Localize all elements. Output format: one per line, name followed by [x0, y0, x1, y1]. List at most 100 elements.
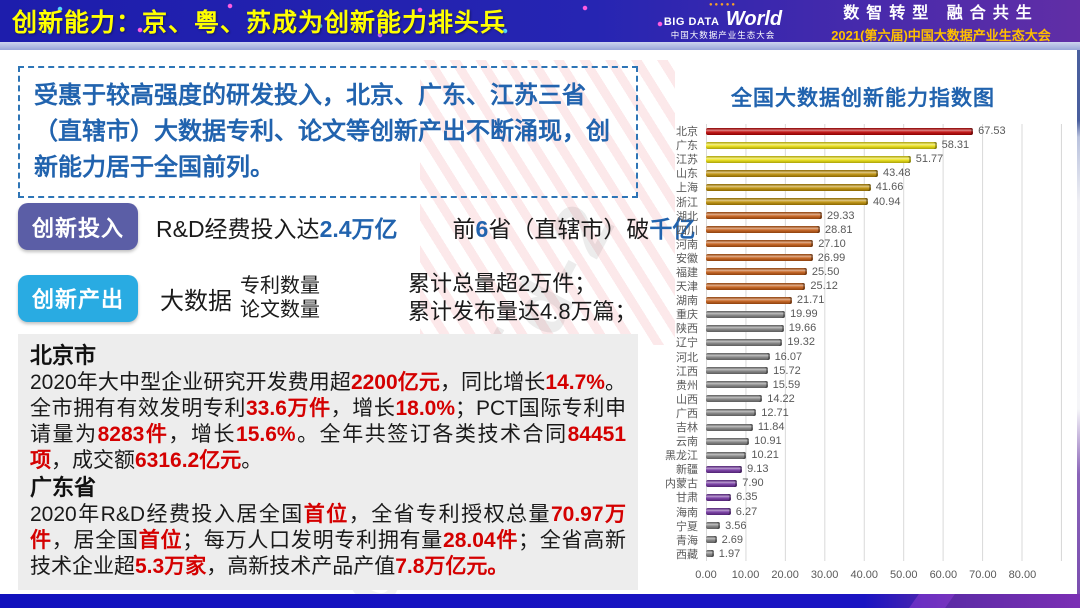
text-segment: ，居全国 [51, 529, 139, 552]
output-prefix: 大数据 [160, 287, 232, 315]
chart-category-label: 湖南 [676, 295, 698, 308]
chart-row: 湖北 29.33 [656, 209, 1070, 223]
right-edge-strip [1077, 50, 1080, 594]
chart-bar-track: 10.91 [706, 435, 1062, 447]
innovation-index-chart: 全国大数据创新能力指数图 北京 67.53 广东 58.31 江苏 51.77 山东 43.4… [656, 82, 1070, 585]
chart-bar [706, 183, 871, 191]
chart-bar-track: 40.94 [706, 196, 1062, 208]
chart-bar [706, 367, 769, 375]
chart-x-tick-label: 50.00 [890, 568, 918, 581]
chart-bar [706, 338, 783, 346]
chart-bar [706, 169, 878, 177]
chart-row: 广东 58.31 [656, 138, 1070, 152]
chart-category-label: 福建 [676, 266, 698, 279]
chart-row: 广西 12.71 [656, 406, 1070, 420]
chart-bar-track: 21.71 [706, 294, 1062, 306]
chart-bar-track: 16.07 [706, 351, 1062, 363]
chart-bar [706, 268, 807, 276]
chart-row: 四川 28.81 [656, 223, 1070, 237]
chart-row: 安徽 26.99 [656, 251, 1070, 265]
chart-bar [706, 423, 753, 431]
chart-bar-track: 41.66 [706, 181, 1062, 193]
chart-row: 黑龙江 10.21 [656, 448, 1070, 462]
chart-row: 新疆 9.13 [656, 462, 1070, 476]
chart-value-label: 40.94 [872, 195, 901, 208]
chart-bar [706, 437, 750, 445]
highlight-value: 2.4万亿 [319, 215, 398, 242]
chart-row: 江西 15.72 [656, 364, 1070, 378]
chart-category-label: 广西 [676, 407, 698, 420]
chart-category-label: 安徽 [676, 252, 698, 265]
chart-bar-track: 25.50 [706, 266, 1062, 278]
chart-value-label: 16.07 [774, 350, 803, 363]
output-category-papers: 论文数量 [240, 299, 320, 321]
chart-x-tick-label: 60.00 [929, 568, 958, 581]
chart-bar [706, 353, 770, 361]
chart-row: 上海 41.66 [656, 180, 1070, 194]
highlight-value: 6316.2亿元 [135, 449, 242, 472]
header-banner: 创新能力：京、粤、苏成为创新能力排头兵 BIG DATA World 中国大数据… [0, 0, 1080, 43]
chart-bar-track: 10.21 [706, 449, 1062, 461]
chart-row: 内蒙古 7.90 [656, 476, 1070, 490]
text-segment: 。 [241, 449, 263, 472]
chart-value-label: 12.71 [761, 406, 789, 419]
text-segment: ，全省专利授权总量 [348, 503, 551, 526]
innovation-investment-row: 创新投入 R&D经费投入达2.4万亿 前6省（直辖市）破千亿 [18, 203, 695, 250]
chart-category-label: 新疆 [676, 464, 698, 477]
chart-row: 福建 25.50 [656, 265, 1070, 279]
chart-value-label: 6.35 [736, 491, 758, 504]
chart-bar [706, 141, 937, 149]
conference-name: 2021(第六届)中国大数据产业生态大会 [831, 27, 1051, 43]
chart-bar [706, 479, 738, 487]
text-segment: ；全省高新技术企业超 [30, 529, 627, 578]
highlight-value: 首位 [303, 503, 349, 526]
chart-category-label: 重庆 [676, 309, 698, 322]
chart-plot: 北京 67.53 广东 58.31 江苏 51.77 山东 43.48 上海 41.66 浙江 40.… [656, 124, 1070, 561]
output-total-papers: 累计发布量达4.8万篇； [408, 299, 637, 324]
text-segment: ；PCT国际专利申请量为 [30, 397, 627, 446]
chart-bar [706, 226, 820, 234]
investment-text-1: R&D经费投入达2.4万亿 [156, 210, 398, 244]
chart-row: 重庆 19.99 [656, 307, 1070, 321]
text-segment: ，成交额 [51, 449, 135, 472]
text-segment: 2020年R&D经费投入居全国 [30, 503, 304, 526]
highlight-value: 70.97万件 [30, 503, 627, 552]
chart-bar-track: 27.10 [706, 238, 1062, 250]
chart-value-label: 19.32 [787, 336, 815, 349]
logo-brand-top: BIG DATA [663, 16, 720, 29]
text-segment: ，增长 [168, 423, 237, 446]
chart-value-label: 29.33 [827, 209, 855, 222]
chart-value-label: 15.59 [772, 378, 801, 391]
chart-bar [706, 282, 806, 290]
chart-category-label: 山东 [676, 168, 698, 181]
chart-title: 全国大数据创新能力指数图 [731, 87, 995, 110]
chart-value-label: 25.50 [811, 265, 840, 278]
chart-bar [706, 451, 747, 459]
highlight-value: 33.6万件 [246, 397, 331, 420]
chart-bar [706, 324, 784, 332]
chart-value-label: 25.12 [810, 280, 838, 293]
text-segment: 2020年大中型企业研究开发费用超 [30, 371, 351, 394]
chart-value-label: 2.69 [721, 533, 744, 546]
investment-text-2: 前6省（直辖市）破千亿 [453, 210, 696, 244]
chart-category-label: 浙江 [676, 196, 698, 209]
chart-bar [706, 465, 743, 473]
chart-value-label: 15.72 [773, 364, 801, 377]
text-segment: R&D经费投入达 [156, 215, 320, 242]
intro-text: 受惠于较高强度的研发投入，北京、广东、江苏三省（直辖市）大数据专利、论文等创新产… [34, 82, 610, 181]
intro-callout-box: 受惠于较高强度的研发投入，北京、广东、江苏三省（直辖市）大数据专利、论文等创新产… [18, 66, 638, 198]
chart-category-label: 山西 [676, 393, 698, 406]
chart-bar-track: 15.59 [706, 379, 1062, 391]
chart-category-label: 天津 [676, 281, 698, 294]
chart-category-label: 内蒙古 [665, 478, 698, 491]
chart-bar-track: 7.90 [706, 477, 1062, 489]
guangdong-title: 广东省 [30, 475, 97, 500]
chart-row: 河南 27.10 [656, 237, 1070, 251]
chart-bar [706, 212, 823, 220]
chart-bar-track: 15.72 [706, 365, 1062, 377]
chart-category-label: 贵州 [676, 379, 698, 392]
page-title: 创新能力：京、粤、苏成为创新能力排头兵 [12, 9, 507, 37]
chart-x-tick-label: 0.00 [695, 568, 717, 581]
province-details-panel: 北京市 2020年大中型企业研究开发费用超2200亿元，同比增长14.7%。全市… [18, 334, 638, 590]
chart-bar-track: 29.33 [706, 210, 1062, 222]
